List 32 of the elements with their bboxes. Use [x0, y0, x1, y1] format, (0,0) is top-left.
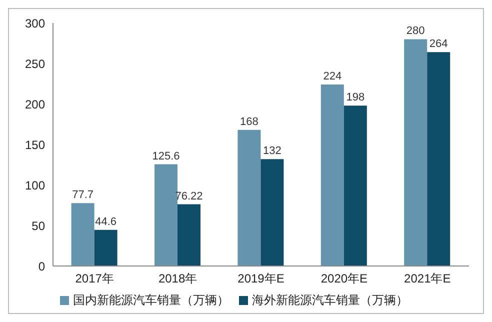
data-label: 168: [240, 116, 258, 128]
bar: [260, 159, 284, 266]
bar: [320, 84, 344, 266]
data-label: 132: [263, 145, 282, 158]
bar: [178, 204, 201, 266]
x-tick-label: 2019年E: [238, 272, 284, 286]
x-tick-label: 2020年E: [320, 272, 368, 286]
data-label: 125.6: [152, 150, 180, 162]
y-tick-label: 300: [24, 16, 46, 30]
data-label: 264: [429, 38, 448, 50]
data-label: 44.6: [95, 216, 117, 228]
bar: [71, 203, 94, 266]
data-label: 224: [323, 70, 342, 83]
bar: [427, 52, 450, 266]
x-tick-label: 2021年E: [404, 272, 451, 286]
x-tick-label: 2018年: [158, 272, 198, 286]
bar: [404, 39, 428, 266]
y-tick-label: 150: [24, 138, 46, 152]
data-label: 198: [346, 92, 365, 104]
y-tick-label: 0: [38, 259, 46, 274]
bar: [94, 230, 118, 266]
y-tick-label: 200: [24, 97, 46, 112]
y-tick-label: 50: [32, 218, 46, 233]
x-tick-label: 2017年: [75, 272, 114, 286]
bar: [344, 106, 367, 266]
bar: [238, 130, 261, 266]
data-label: 280: [406, 25, 425, 38]
legend-label: 国内新能源汽车销量（万辆）: [73, 293, 229, 307]
y-tick-label: 250: [24, 56, 46, 71]
y-tick-label: 100: [24, 178, 46, 192]
legend-label: 海外新能源汽车销量（万辆）: [252, 293, 408, 307]
data-label: 77.7: [72, 189, 94, 202]
